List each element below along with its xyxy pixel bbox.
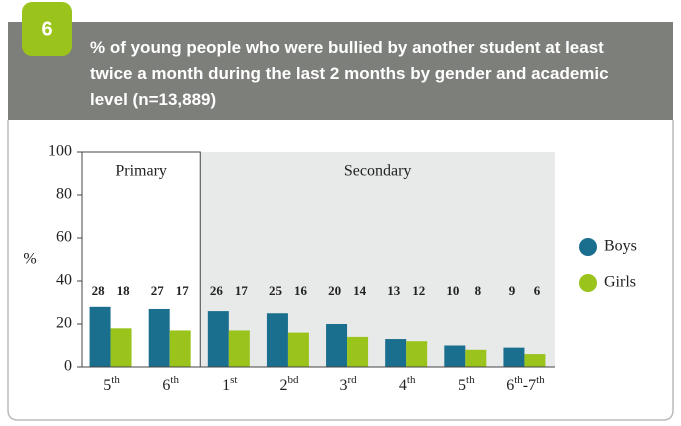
y-tick-label: 80 xyxy=(56,186,72,203)
legend-swatch xyxy=(579,238,597,256)
value-label: 28 xyxy=(92,283,106,298)
bar xyxy=(465,349,487,367)
legend-label: Girls xyxy=(604,274,636,291)
value-label: 13 xyxy=(387,283,401,298)
bar xyxy=(326,324,348,367)
badge xyxy=(22,2,72,56)
x-tick-part: 5 xyxy=(103,377,111,394)
badge-number: 6 xyxy=(41,18,52,40)
title-line: % of young people who were bullied by an… xyxy=(90,38,604,57)
value-label: 12 xyxy=(412,283,425,298)
x-tick-label: 6th-7th xyxy=(506,374,545,394)
x-tick-part: - xyxy=(523,377,528,394)
x-tick-label: 4th xyxy=(399,374,416,394)
bar xyxy=(503,347,525,367)
secondary-region xyxy=(200,152,555,367)
x-tick-part: 5 xyxy=(458,377,466,394)
value-label: 14 xyxy=(353,283,367,298)
value-label: 27 xyxy=(151,283,165,298)
bar xyxy=(89,306,111,367)
x-tick-label: 3rd xyxy=(339,374,357,394)
group-label: Primary xyxy=(115,163,167,180)
bar xyxy=(169,330,191,367)
bar xyxy=(266,313,288,367)
x-tick-part: th xyxy=(536,374,545,386)
x-tick-part: 7 xyxy=(528,377,536,394)
x-tick-part: 6 xyxy=(506,377,514,394)
bar xyxy=(347,336,369,367)
y-tick-label: 60 xyxy=(56,229,72,246)
bar xyxy=(110,328,132,367)
value-label: 6 xyxy=(534,283,541,298)
bar xyxy=(287,332,309,367)
value-label: 17 xyxy=(176,283,190,298)
legend-swatch xyxy=(579,274,597,292)
group-label: Secondary xyxy=(344,163,412,180)
x-tick-part: 1 xyxy=(222,377,230,394)
value-label: 17 xyxy=(235,283,249,298)
y-tick-label: 0 xyxy=(64,358,72,375)
y-tick-label: 100 xyxy=(48,143,72,160)
bar xyxy=(228,330,250,367)
value-label: 10 xyxy=(446,283,459,298)
x-tick-part: th xyxy=(514,374,523,386)
x-tick-label: 2bd xyxy=(279,374,299,394)
value-label: 20 xyxy=(328,283,341,298)
value-label: 26 xyxy=(210,283,224,298)
y-axis-label: % xyxy=(23,251,36,268)
x-tick-part: bd xyxy=(287,374,299,386)
x-tick-part: th xyxy=(466,374,475,386)
x-tick-label: 6th xyxy=(162,374,179,394)
legend-label: Boys xyxy=(604,238,637,255)
x-tick-part: rd xyxy=(347,374,357,386)
value-label: 16 xyxy=(294,283,308,298)
bar xyxy=(385,339,407,367)
y-tick-label: 20 xyxy=(56,315,72,332)
bar xyxy=(148,308,170,367)
x-tick-part: 2 xyxy=(279,377,287,394)
value-label: 9 xyxy=(509,283,516,298)
bar xyxy=(207,311,229,367)
x-tick-part: th xyxy=(407,374,416,386)
value-label: 25 xyxy=(269,283,283,298)
bar xyxy=(444,345,466,367)
panel-border xyxy=(7,120,674,421)
x-tick-label: 5th xyxy=(458,374,475,394)
header-band xyxy=(8,22,673,120)
x-tick-part: 6 xyxy=(162,377,170,394)
x-tick-part: th xyxy=(111,374,120,386)
x-tick-label: 1st xyxy=(222,374,237,394)
x-tick-part: 4 xyxy=(399,377,407,394)
bar xyxy=(406,341,428,367)
x-tick-part: 3 xyxy=(339,377,347,394)
title-line: level (n=13,889) xyxy=(90,90,216,109)
x-tick-part: th xyxy=(170,374,179,386)
x-tick-label: 5th xyxy=(103,374,120,394)
value-label: 8 xyxy=(475,283,482,298)
x-tick-part: st xyxy=(230,374,237,386)
y-tick-label: 40 xyxy=(56,272,72,289)
title-line: twice a month during the last 2 months b… xyxy=(90,64,609,83)
bar xyxy=(524,354,546,367)
value-label: 18 xyxy=(117,283,131,298)
